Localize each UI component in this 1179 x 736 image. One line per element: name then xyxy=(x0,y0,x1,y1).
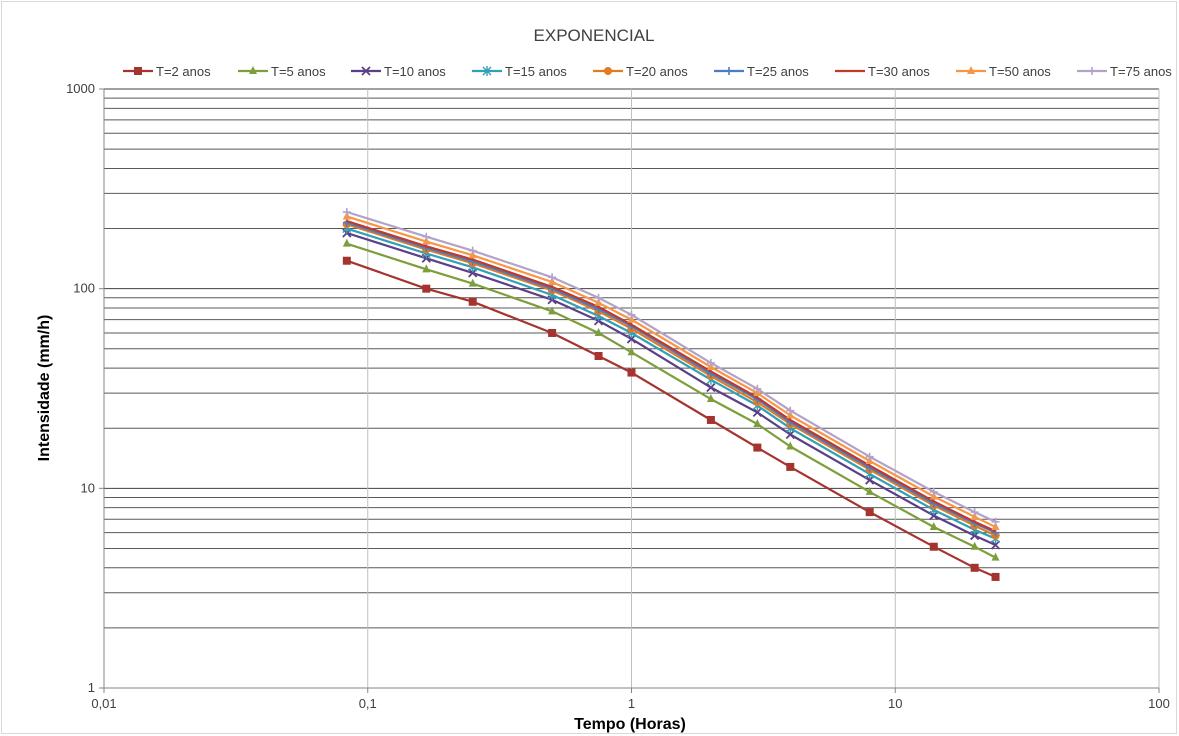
data-point xyxy=(604,67,612,75)
axes-layer: 0,01 0,1 1 10 100 1 10 100 1000 xyxy=(66,81,1170,711)
legend-label: T=25 anos xyxy=(747,64,809,79)
series-t-5-anos xyxy=(343,239,1000,561)
x-tick-label: 0,01 xyxy=(91,696,116,711)
data-point xyxy=(422,285,430,293)
series-line xyxy=(347,233,996,545)
x-tick-label: 100 xyxy=(1148,696,1170,711)
y-tick-label: 10 xyxy=(81,480,95,495)
data-point xyxy=(343,257,351,265)
legend-label: T=5 anos xyxy=(271,64,326,79)
data-point xyxy=(992,573,1000,581)
legend-item: T=2 anos xyxy=(123,64,211,79)
series-t-10-anos xyxy=(343,229,1000,549)
legend-label: T=30 anos xyxy=(868,64,930,79)
x-tick-label: 0,1 xyxy=(359,696,377,711)
legend-label: T=2 anos xyxy=(156,64,211,79)
legend-item: T=75 anos xyxy=(1077,64,1172,79)
data-point xyxy=(628,369,636,377)
legend-item: T=20 anos xyxy=(593,64,688,79)
legend-item: T=15 anos xyxy=(472,64,567,79)
x-tick-label: 10 xyxy=(888,696,902,711)
legend: T=2 anos T=5 anos T=10 anos T=15 anos T=20 a… xyxy=(123,64,1172,79)
legend-item: T=10 anos xyxy=(351,64,446,79)
legend-label: T=10 anos xyxy=(384,64,446,79)
series-line xyxy=(347,244,996,558)
legend-label: T=75 anos xyxy=(1110,64,1172,79)
data-point xyxy=(930,543,938,551)
legend-item: T=30 anos xyxy=(835,64,930,79)
series-layer xyxy=(343,208,1000,581)
legend-label: T=20 anos xyxy=(626,64,688,79)
data-point xyxy=(786,463,794,471)
data-point xyxy=(134,67,142,75)
chart-title: EXPONENCIAL xyxy=(534,26,655,45)
data-point xyxy=(548,329,556,337)
data-point xyxy=(343,208,351,216)
legend-label: T=15 anos xyxy=(505,64,567,79)
x-tick-label: 1 xyxy=(628,696,635,711)
legend-item: T=25 anos xyxy=(714,64,809,79)
data-point xyxy=(595,352,603,360)
data-point xyxy=(725,67,733,75)
series-t-25-anos xyxy=(343,219,1000,537)
data-point xyxy=(343,239,351,247)
data-point xyxy=(422,233,430,241)
legend-item: T=5 anos xyxy=(238,64,326,79)
data-point xyxy=(469,298,477,306)
series-t-15-anos xyxy=(343,224,1000,544)
data-point xyxy=(866,508,874,516)
grid-layer xyxy=(104,89,1159,688)
y-tick-label: 100 xyxy=(73,281,95,296)
legend-item: T=50 anos xyxy=(956,64,1051,79)
y-tick-label: 1 xyxy=(88,680,95,695)
data-point xyxy=(1088,67,1096,75)
data-point xyxy=(707,416,715,424)
data-point xyxy=(971,564,979,572)
x-axis-title: Tempo (Horas) xyxy=(574,716,686,733)
data-point xyxy=(753,444,761,452)
y-tick-label: 1000 xyxy=(66,81,95,96)
legend-label: T=50 anos xyxy=(989,64,1051,79)
y-axis-title: Intensidade (mm/h) xyxy=(36,315,53,462)
